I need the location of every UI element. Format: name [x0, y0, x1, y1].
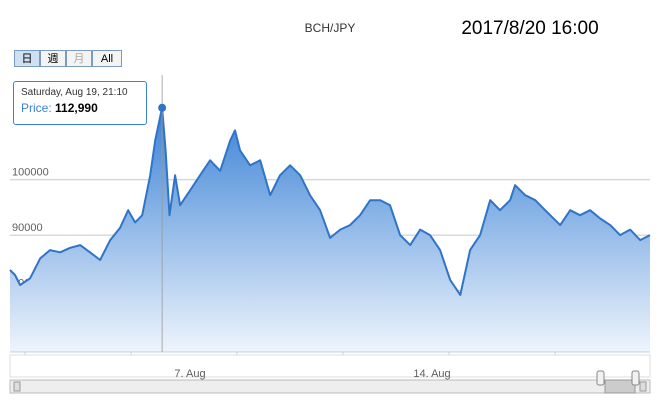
range-button[interactable]: All: [92, 50, 122, 67]
navigator: [9, 354, 651, 378]
range-button[interactable]: 月: [66, 50, 92, 67]
scrollbar-track[interactable]: [9, 379, 651, 394]
y-tick-label: 100000: [12, 167, 49, 179]
scroll-left[interactable]: [13, 381, 21, 392]
scrollbar-thumb[interactable]: [604, 379, 636, 394]
tooltip-date: Saturday, Aug 19, 21:10: [21, 87, 128, 98]
area: [10, 107, 650, 352]
tooltip-value: 112,990: [55, 101, 98, 115]
scroll-right[interactable]: [639, 381, 647, 392]
range-button[interactable]: 週: [40, 50, 66, 67]
chart-title: BCH/JPY: [305, 21, 356, 35]
navigator-handle[interactable]: [596, 370, 605, 386]
navigator-handle[interactable]: [631, 370, 640, 386]
hover-marker: [158, 103, 167, 112]
navigator-label: 14. Aug: [413, 368, 450, 380]
tooltip-row: Price: 112,990: [21, 101, 139, 115]
range-button[interactable]: 日: [14, 50, 40, 67]
tooltip-label: Price:: [21, 101, 52, 115]
line: [9, 106, 651, 296]
y-tick-label: 90000: [12, 222, 43, 234]
clock: 2017/8/20 16:00: [461, 18, 598, 39]
navigator-label: 7. Aug: [174, 368, 205, 380]
tooltip: Saturday, Aug 19, 21:10 Price: 112,990: [13, 81, 147, 125]
